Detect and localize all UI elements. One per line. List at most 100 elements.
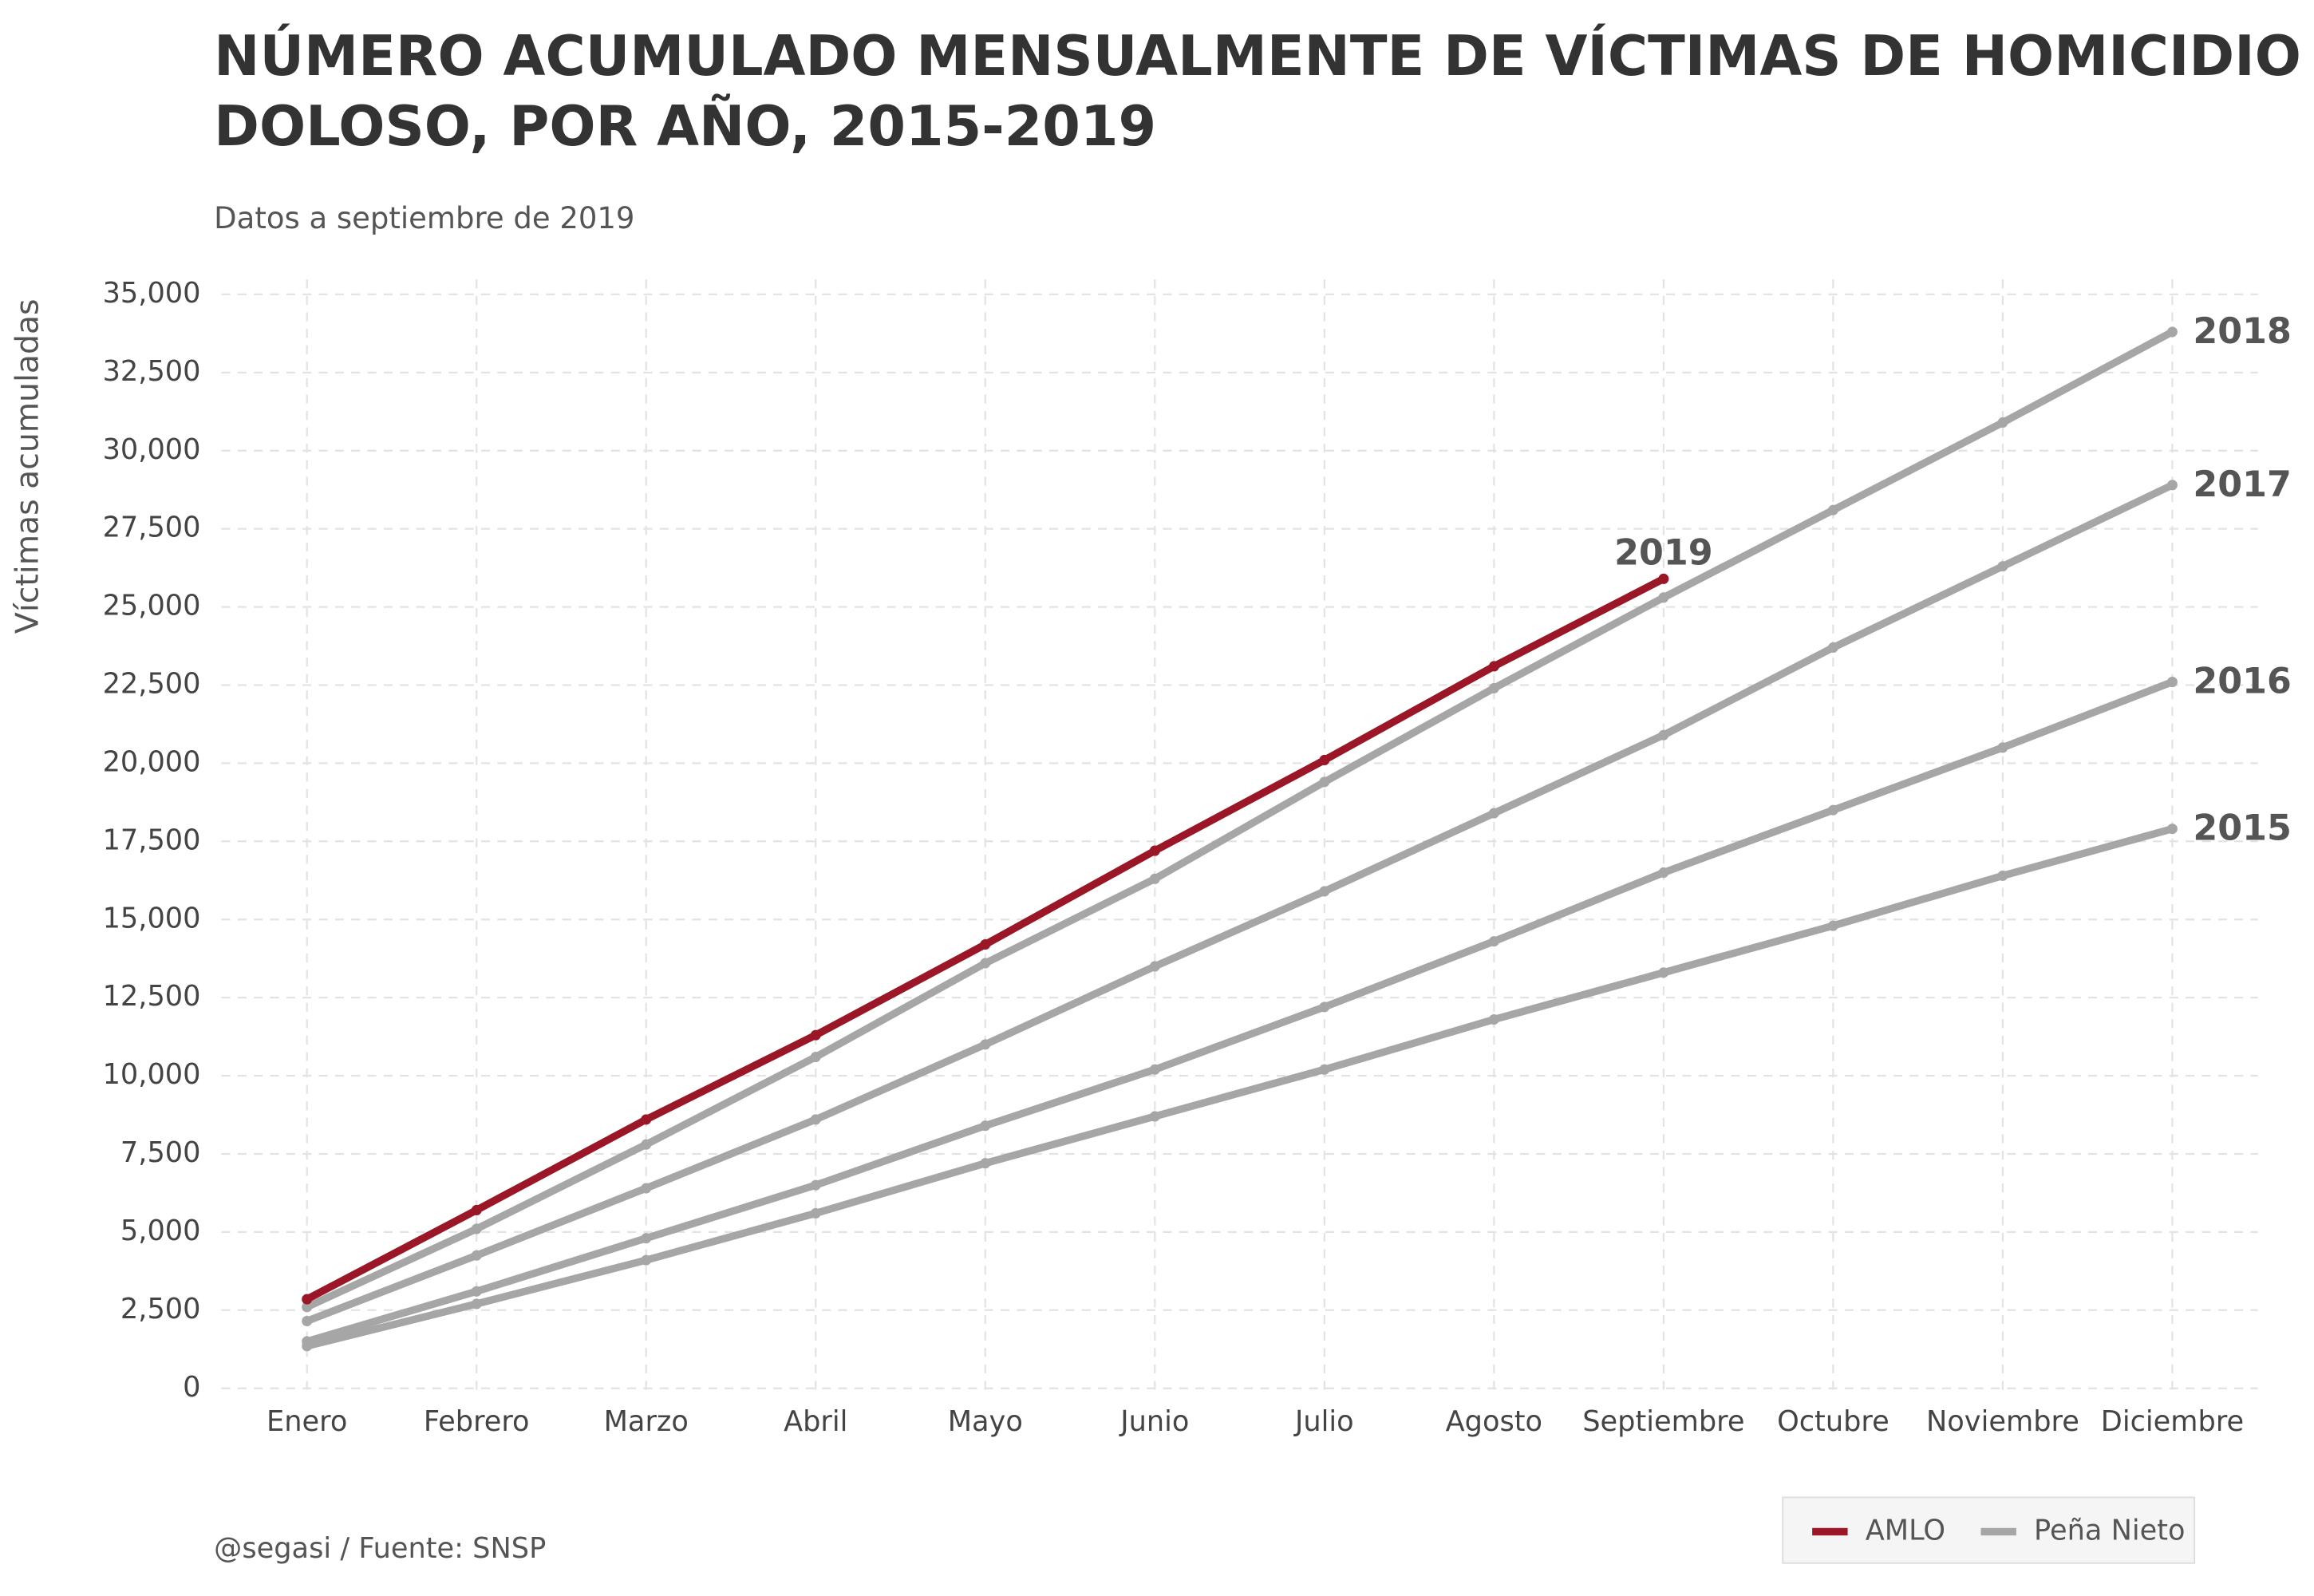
y-tick-label: 0 [183,1371,200,1404]
point [1997,742,2008,753]
point [1149,1064,1160,1075]
point [1658,867,1669,879]
point [302,1294,313,1305]
point [1997,870,2008,881]
point [1319,886,1330,897]
point [980,1158,991,1169]
x-tick-label: Marzo [604,1405,689,1438]
point [810,1029,821,1041]
chart-title: DOLOSO, POR AÑO, 2015-2019 [214,93,1156,160]
point [1149,1111,1160,1122]
x-tick-label: Octubre [1777,1405,1890,1438]
x-tick-label: Diciembre [2101,1405,2244,1438]
series-line [306,481,2174,1325]
point [1827,804,1838,816]
point [641,1254,652,1266]
y-tick-label: 20,000 [103,745,201,778]
y-axis-label: Víctimas acumuladas [10,298,46,634]
point [1997,561,2008,572]
point [1149,873,1160,884]
point [980,1120,991,1132]
y-tick-label: 12,500 [103,980,201,1013]
chart-subtitle: Datos a septiembre de 2019 [214,200,634,235]
point [1488,682,1499,693]
point [471,1223,482,1235]
x-tick-label: Mayo [948,1405,1023,1438]
point [1149,961,1160,972]
point [1319,1001,1330,1013]
y-tick-label: 25,000 [103,589,201,622]
point [810,1207,821,1219]
y-tick-label: 7,500 [120,1136,201,1169]
point [1319,754,1330,766]
point [1658,592,1669,603]
series-line [306,678,2174,1345]
x-tick-label: Agosto [1446,1405,1542,1438]
point [471,1204,482,1216]
x-tick-label: Noviembre [1926,1405,2079,1438]
y-tick-label: 22,500 [103,667,201,700]
point [471,1298,482,1310]
point [2166,480,2178,491]
x-tick-label: Enero [267,1405,347,1438]
y-tick-label: 27,500 [103,512,201,544]
series-label: 2018 [2193,310,2292,352]
y-tick-label: 32,500 [103,355,201,388]
series-label: 2016 [2193,660,2292,701]
legend-label: AMLO [1866,1514,1945,1547]
x-tick-label: Junio [1119,1405,1189,1438]
point [980,1039,991,1050]
point [810,1051,821,1063]
x-tick-label: Julio [1293,1405,1354,1438]
point [1488,1013,1499,1025]
point [810,1114,821,1125]
point [302,1315,313,1327]
series-line [306,825,2174,1350]
point [641,1139,652,1150]
point [980,958,991,969]
point [1488,808,1499,819]
point [2166,677,2178,688]
point [641,1183,652,1194]
y-tick-label: 10,000 [103,1058,201,1091]
point [1827,920,1838,931]
point [1319,776,1330,788]
legend-label: Peña Nieto [2034,1514,2185,1547]
x-tick-label: Abril [784,1405,847,1438]
point [810,1179,821,1191]
chart-title: NÚMERO ACUMULADO MENSUALMENTE DE VÍCTIMA… [214,23,2301,89]
point [1319,1064,1330,1075]
series-label: 2019 [1614,531,1713,573]
x-tick-label: Septiembre [1582,1405,1744,1438]
point [302,1302,313,1313]
point [641,1114,652,1125]
point [1658,573,1669,584]
point [471,1286,482,1297]
y-tick-label: 35,000 [103,277,201,310]
point [471,1250,482,1261]
series-label: 2017 [2193,464,2292,505]
x-tick-label: Febrero [424,1405,530,1438]
y-tick-label: 30,000 [103,433,201,466]
point [1658,967,1669,978]
point [1488,661,1499,672]
point [980,938,991,950]
point [1827,642,1838,654]
y-tick-label: 15,000 [103,902,201,934]
point [2166,326,2178,338]
series-label: 2015 [2193,807,2292,848]
series-line [305,328,2174,1311]
y-tick-label: 5,000 [120,1215,201,1247]
point [1149,845,1160,856]
point [1997,417,2008,429]
caption: @segasi / Fuente: SNSP [214,1532,546,1565]
y-tick-label: 2,500 [120,1293,201,1325]
point [1658,729,1669,741]
point [641,1233,652,1244]
y-tick-label: 17,500 [103,824,201,856]
point [1827,504,1838,516]
point [1488,936,1499,947]
point [2166,824,2178,835]
point [302,1336,313,1347]
